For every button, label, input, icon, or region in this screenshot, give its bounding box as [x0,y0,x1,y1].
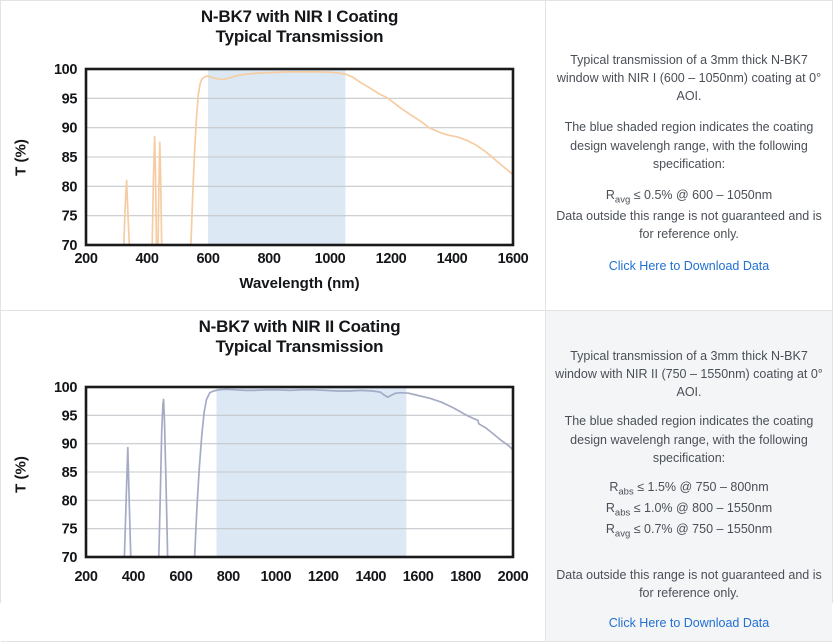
x-tick-label: 800 [258,251,281,267]
disclaimer-text: Data outside this range is not guarantee… [556,209,822,242]
x-tick-label: 1600 [498,251,529,267]
x-tick-label: 1200 [376,251,407,267]
y-tick-label: 100 [54,62,77,78]
shaded-region-note: The blue shaded region indicates the coa… [564,414,814,465]
y-tick-label: 75 [62,522,78,538]
x-tick-label: 800 [217,569,240,585]
nir2-transmission-chart: 70 75 80 85 90 95 100 200 400 600 800 1000 1200 1400 1… [54,380,529,585]
shaded-region-note: The blue shaded region indicates the coa… [564,120,814,171]
y-tick-label: 80 [62,493,78,509]
x-tick-label: 1200 [308,569,339,585]
description-text: Typical transmission of a 3mm thick N-BK… [556,53,822,104]
y-tick-label: 95 [62,91,78,107]
y-tick-label: 70 [62,238,78,254]
plot-frame [84,385,515,559]
spec-line: Rabs ≤ 1.0% @ 800 – 1550nm [605,501,773,519]
y-tick-label: 90 [62,437,78,453]
x-tick-label: 2000 [498,569,529,585]
x-tick-label: 600 [197,251,220,267]
x-axis-title: Wavelength (nm) [239,275,360,292]
transmission-curve [122,71,513,245]
x-tick-label: 1400 [355,569,386,585]
nir1-info-panel: Typical transmission of a 3mm thick N-BK… [546,1,832,310]
x-tick-label: 400 [122,569,145,585]
disclaimer-text: Data outside this range is not guarantee… [556,567,822,600]
y-tick-label: 85 [62,465,78,481]
description-text: Typical transmission of a 3mm thick N-BK… [555,349,823,400]
chart-title: N-BK7 with NIR II Coating Typical Transm… [86,317,513,357]
plot-frame [84,67,515,247]
chart-title-line1: N-BK7 with NIR I Coating [200,7,399,26]
chart-title: N-BK7 with NIR I Coating Typical Transmi… [86,7,513,47]
x-tick-label: 1000 [315,251,346,267]
x-tick-label: 600 [169,569,192,585]
download-data-link[interactable]: Click Here to Download Data [608,259,770,274]
x-tick-label: 400 [136,251,159,267]
x-tick-label: 1800 [450,569,481,585]
y-tick-label: 75 [62,209,78,225]
chart-title-line2: Typical Transmission [215,337,384,357]
y-tick-label: 95 [62,408,78,424]
download-data-link[interactable]: Click Here to Download Data [608,615,770,630]
x-tick-label: 1600 [403,569,434,585]
spec-line: Rabs ≤ 1.5% @ 750 – 800nm [609,479,769,498]
spec-list: Rabs ≤ 1.5% @ 750 – 800nm Rabs ≤ 1.0% @ 8… [555,478,823,542]
spec-list: Ravg ≤ 0.5% @ 600 – 1050nm [555,186,823,207]
nir1-transmission-chart: 70 75 80 85 90 95 100 200 400 600 800 1000 1200 1400 1… [54,62,529,267]
chart-title-line2: Typical Transmission [215,27,384,47]
spec-line: Ravg ≤ 0.7% @ 750 – 1550nm [605,522,773,540]
chart-title-line1: N-BK7 with NIR II Coating [198,317,401,336]
x-tick-label: 1400 [437,251,468,267]
x-tick-label: 1000 [260,569,291,585]
nir2-info-panel: Typical transmission of a 3mm thick N-BK… [546,311,832,641]
nir2-chart-cell: N-BK7 with NIR II Coating Typical Transm… [1,311,546,641]
y-tick-label: 80 [62,179,78,195]
transmission-curve [123,388,513,557]
nir2-row: N-BK7 with NIR II Coating Typical Transm… [1,311,832,642]
y-tick-label: 70 [62,550,78,566]
y-tick-label: 90 [62,121,78,137]
spec-line: Ravg ≤ 0.5% @ 600 – 1050nm [605,187,773,206]
nir1-row: N-BK7 with NIR I Coating Typical Transmi… [1,1,832,311]
x-tick-label: 200 [75,569,98,585]
x-tick-label: 200 [75,251,98,267]
y-tick-label: 85 [62,150,78,166]
y-tick-label: 100 [54,380,77,396]
nir1-chart-cell: N-BK7 with NIR I Coating Typical Transmi… [1,1,546,310]
